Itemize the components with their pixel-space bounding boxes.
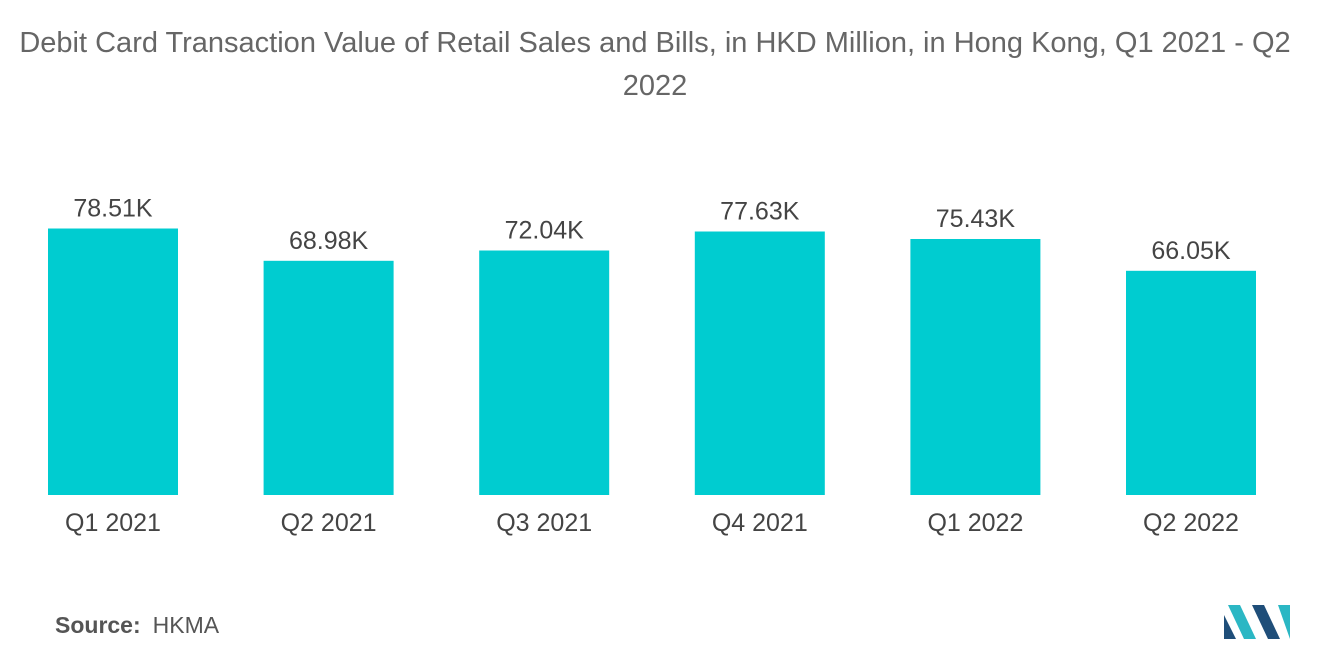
bar-chart: 78.51K 68.98K 72.04K 77.63K 75.43K 66.05K Q1 … bbox=[48, 195, 1256, 537]
value-labels-layer: 78.51K 68.98K 72.04K 77.63K 75.43K 66.05K bbox=[73, 195, 1231, 265]
bar-value-label: 72.04K bbox=[505, 217, 585, 245]
category-label: Q1 2021 bbox=[65, 509, 161, 537]
bar bbox=[48, 228, 178, 495]
category-labels-layer: Q1 2021 Q2 2021 Q3 2021 Q4 2021 Q1 2022 Q2 20… bbox=[65, 509, 1239, 537]
bars-layer bbox=[48, 228, 1256, 495]
chart-title: Debit Card Transaction Value of Retail S… bbox=[19, 27, 1291, 102]
bar bbox=[694, 231, 825, 495]
bar-value-label: 68.98K bbox=[289, 227, 369, 255]
source-value: HKMA bbox=[152, 612, 220, 638]
bar bbox=[263, 260, 394, 495]
bar-value-label: 66.05K bbox=[1151, 237, 1231, 265]
bar bbox=[910, 239, 1041, 495]
source-note: Source: HKMA bbox=[55, 612, 219, 639]
category-label: Q1 2022 bbox=[927, 509, 1023, 537]
bar-value-label: 77.63K bbox=[720, 198, 800, 226]
category-label: Q2 2021 bbox=[281, 509, 377, 537]
bar bbox=[479, 250, 610, 495]
bar-value-label: 75.43K bbox=[936, 205, 1016, 233]
bar bbox=[1126, 270, 1256, 495]
category-label: Q3 2021 bbox=[496, 509, 592, 537]
source-label: Source: bbox=[55, 612, 141, 638]
category-label: Q2 2022 bbox=[1143, 509, 1239, 537]
bar-value-label: 78.51K bbox=[73, 195, 153, 223]
brand-logo bbox=[1224, 605, 1290, 639]
category-label: Q4 2021 bbox=[712, 509, 808, 537]
